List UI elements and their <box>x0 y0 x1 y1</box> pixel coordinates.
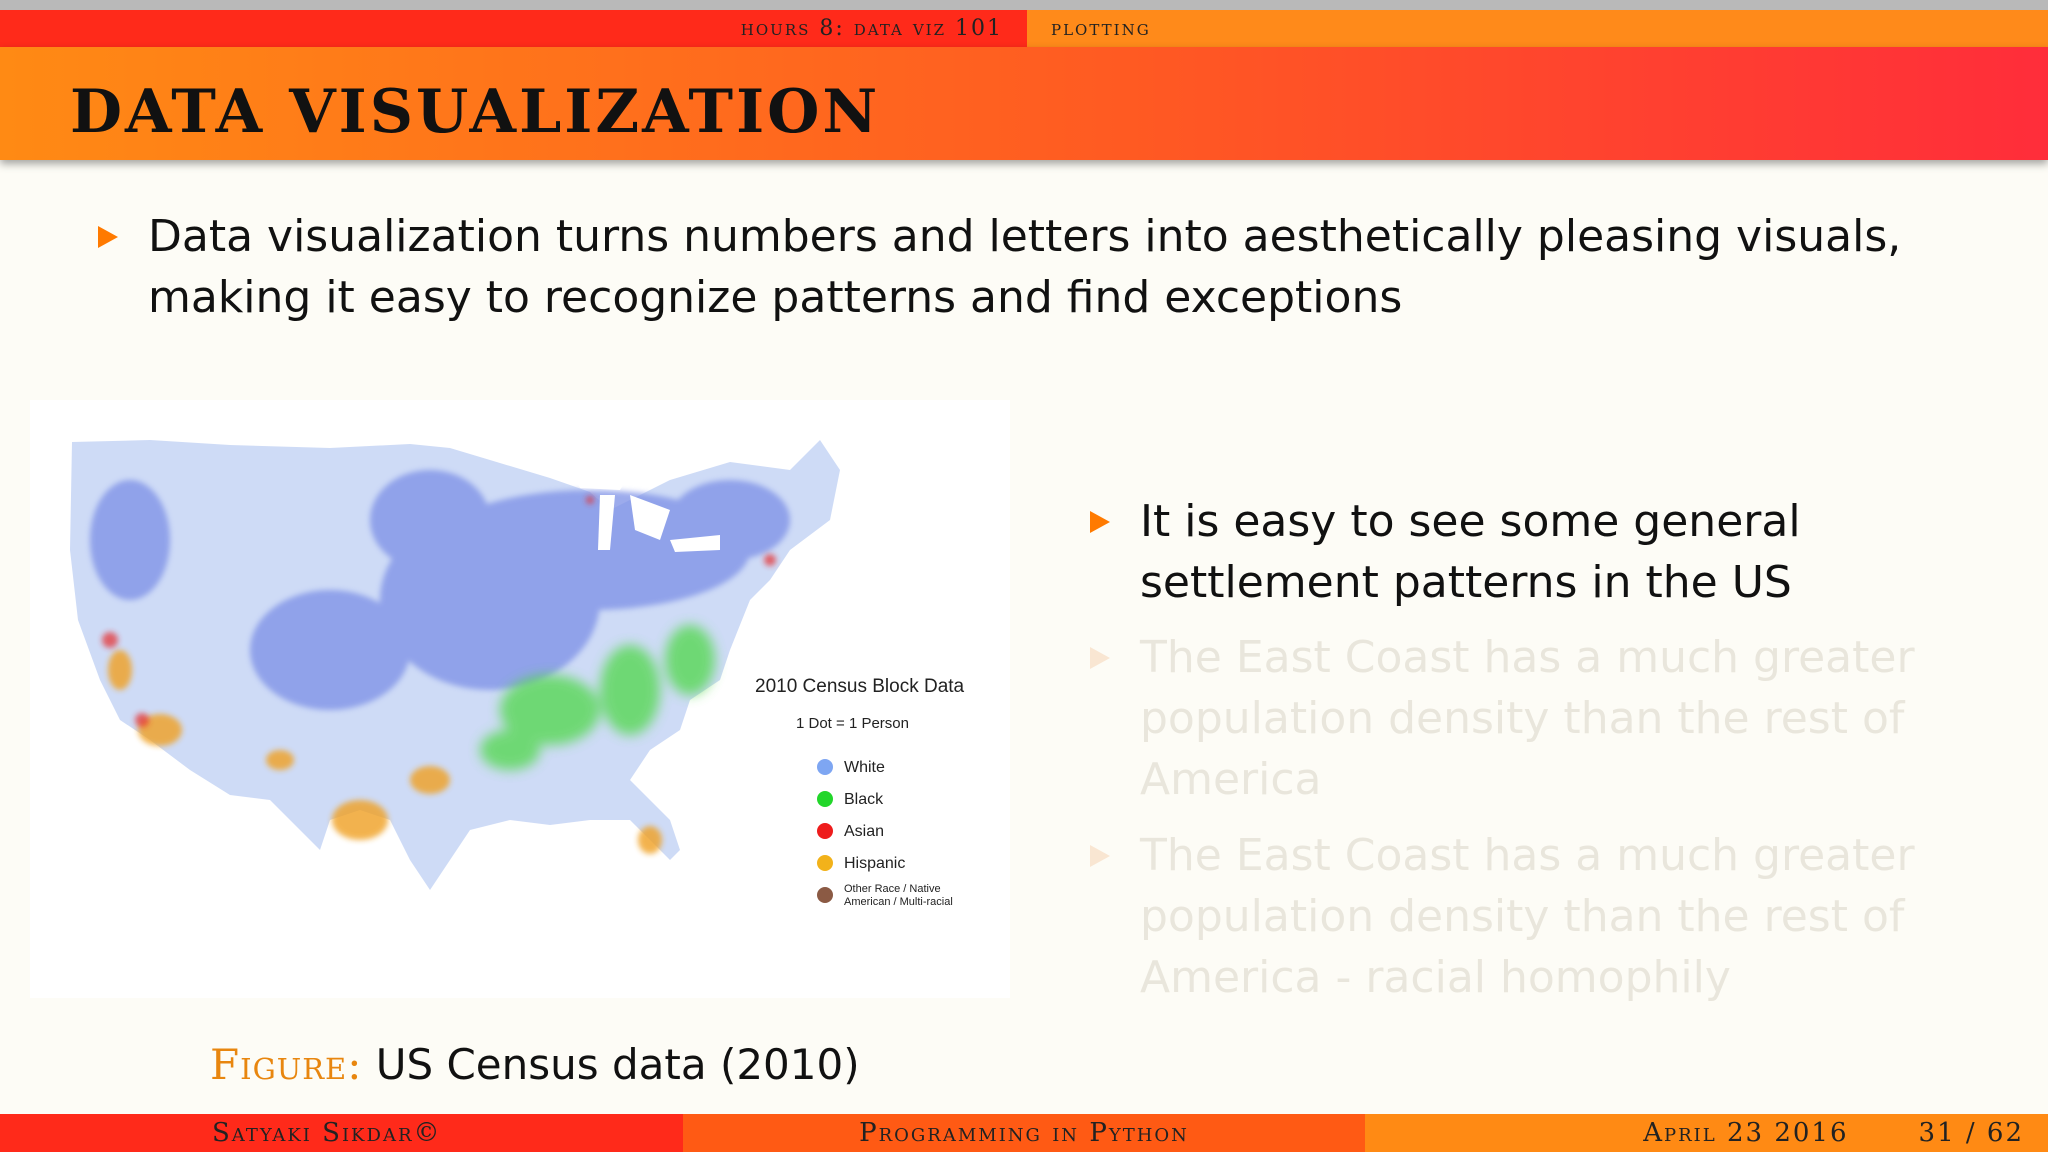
bullet-triangle-icon <box>1090 845 1110 867</box>
figure-caption-text: US Census data (2010) <box>375 1040 860 1089</box>
page-number: 31 / 62 <box>1918 1118 2024 1148</box>
top-strip <box>0 0 2048 10</box>
figure-caption-label: Figure: <box>210 1040 363 1089</box>
black-population-dots <box>480 625 715 770</box>
great-lakes <box>570 470 720 552</box>
figure-caption: Figure: US Census data (2010) <box>210 1040 860 1089</box>
legend-label-1: Black <box>844 791 884 808</box>
legend-label-3: Hispanic <box>844 855 905 872</box>
legend-label-4-line2: American / Multi-racial <box>844 896 953 908</box>
legend-label-2: Asian <box>844 823 884 840</box>
bullet-patterns-text: It is easy to see some general settlemen… <box>1140 496 1801 608</box>
map-legend: White Black Asian Hispanic Other Race / Nati… <box>817 759 953 908</box>
legend-label-0: White <box>844 759 885 776</box>
bullet-triangle-icon <box>1090 647 1110 669</box>
map-title: 2010 Census Block Data <box>755 676 965 697</box>
bullet-homophily-text: The East Coast has a much greater popula… <box>1140 830 1915 1003</box>
us-dot-map-image: 2010 Census Block Data 1 Dot = 1 Person … <box>70 440 965 908</box>
subsection-title: plotting <box>1051 16 1151 41</box>
white-population-dots <box>90 470 790 710</box>
asian-population-dots <box>102 496 776 727</box>
bullet-patterns: It is easy to see some general settlemen… <box>1090 491 2000 613</box>
section-link[interactable]: hours 8: data viz 101 <box>0 10 1027 47</box>
legend-swatch-3 <box>817 855 833 871</box>
legend-label-4: Other Race / Native <box>844 883 941 895</box>
footer-course: Programming in Python <box>683 1114 1365 1152</box>
census-map-figure: 2010 Census Block Data 1 Dot = 1 Person … <box>30 400 1010 998</box>
bullet-triangle-icon <box>98 226 118 248</box>
legend-swatch-1 <box>817 791 833 807</box>
bullet-east-coast: The East Coast has a much greater popula… <box>1090 627 1960 810</box>
legend-swatch-4 <box>817 887 833 903</box>
bullet-triangle-icon <box>1090 511 1110 533</box>
map-subtitle: 1 Dot = 1 Person <box>796 715 909 732</box>
frame-title-bar: DATA VISUALIZATION <box>0 47 2048 160</box>
section-navigation: hours 8: data viz 101 plotting <box>0 10 2048 47</box>
footer-author: Satyaki Sikdar© <box>0 1114 683 1152</box>
legend-swatch-0 <box>817 759 833 775</box>
hispanic-population-dots <box>108 650 662 854</box>
footer-date-page: April 23 2016 31 / 62 <box>1365 1114 2048 1152</box>
frame-title: DATA VISUALIZATION <box>70 77 881 147</box>
legend-swatch-2 <box>817 823 833 839</box>
bullet-east-coast-text: The East Coast has a much greater popula… <box>1140 632 1915 805</box>
footer-date: April 23 2016 <box>1643 1118 1849 1148</box>
bullet-homophily: The East Coast has a much greater popula… <box>1090 825 1960 1008</box>
section-title: hours 8: data viz 101 <box>740 16 1003 41</box>
subsection-link[interactable]: plotting <box>1027 10 2048 47</box>
bullet-intro-text: Data visualization turns numbers and let… <box>148 211 1902 323</box>
footer-bar: Satyaki Sikdar© Programming in Python Ap… <box>0 1114 2048 1152</box>
bullet-intro: Data visualization turns numbers and let… <box>98 206 1968 328</box>
